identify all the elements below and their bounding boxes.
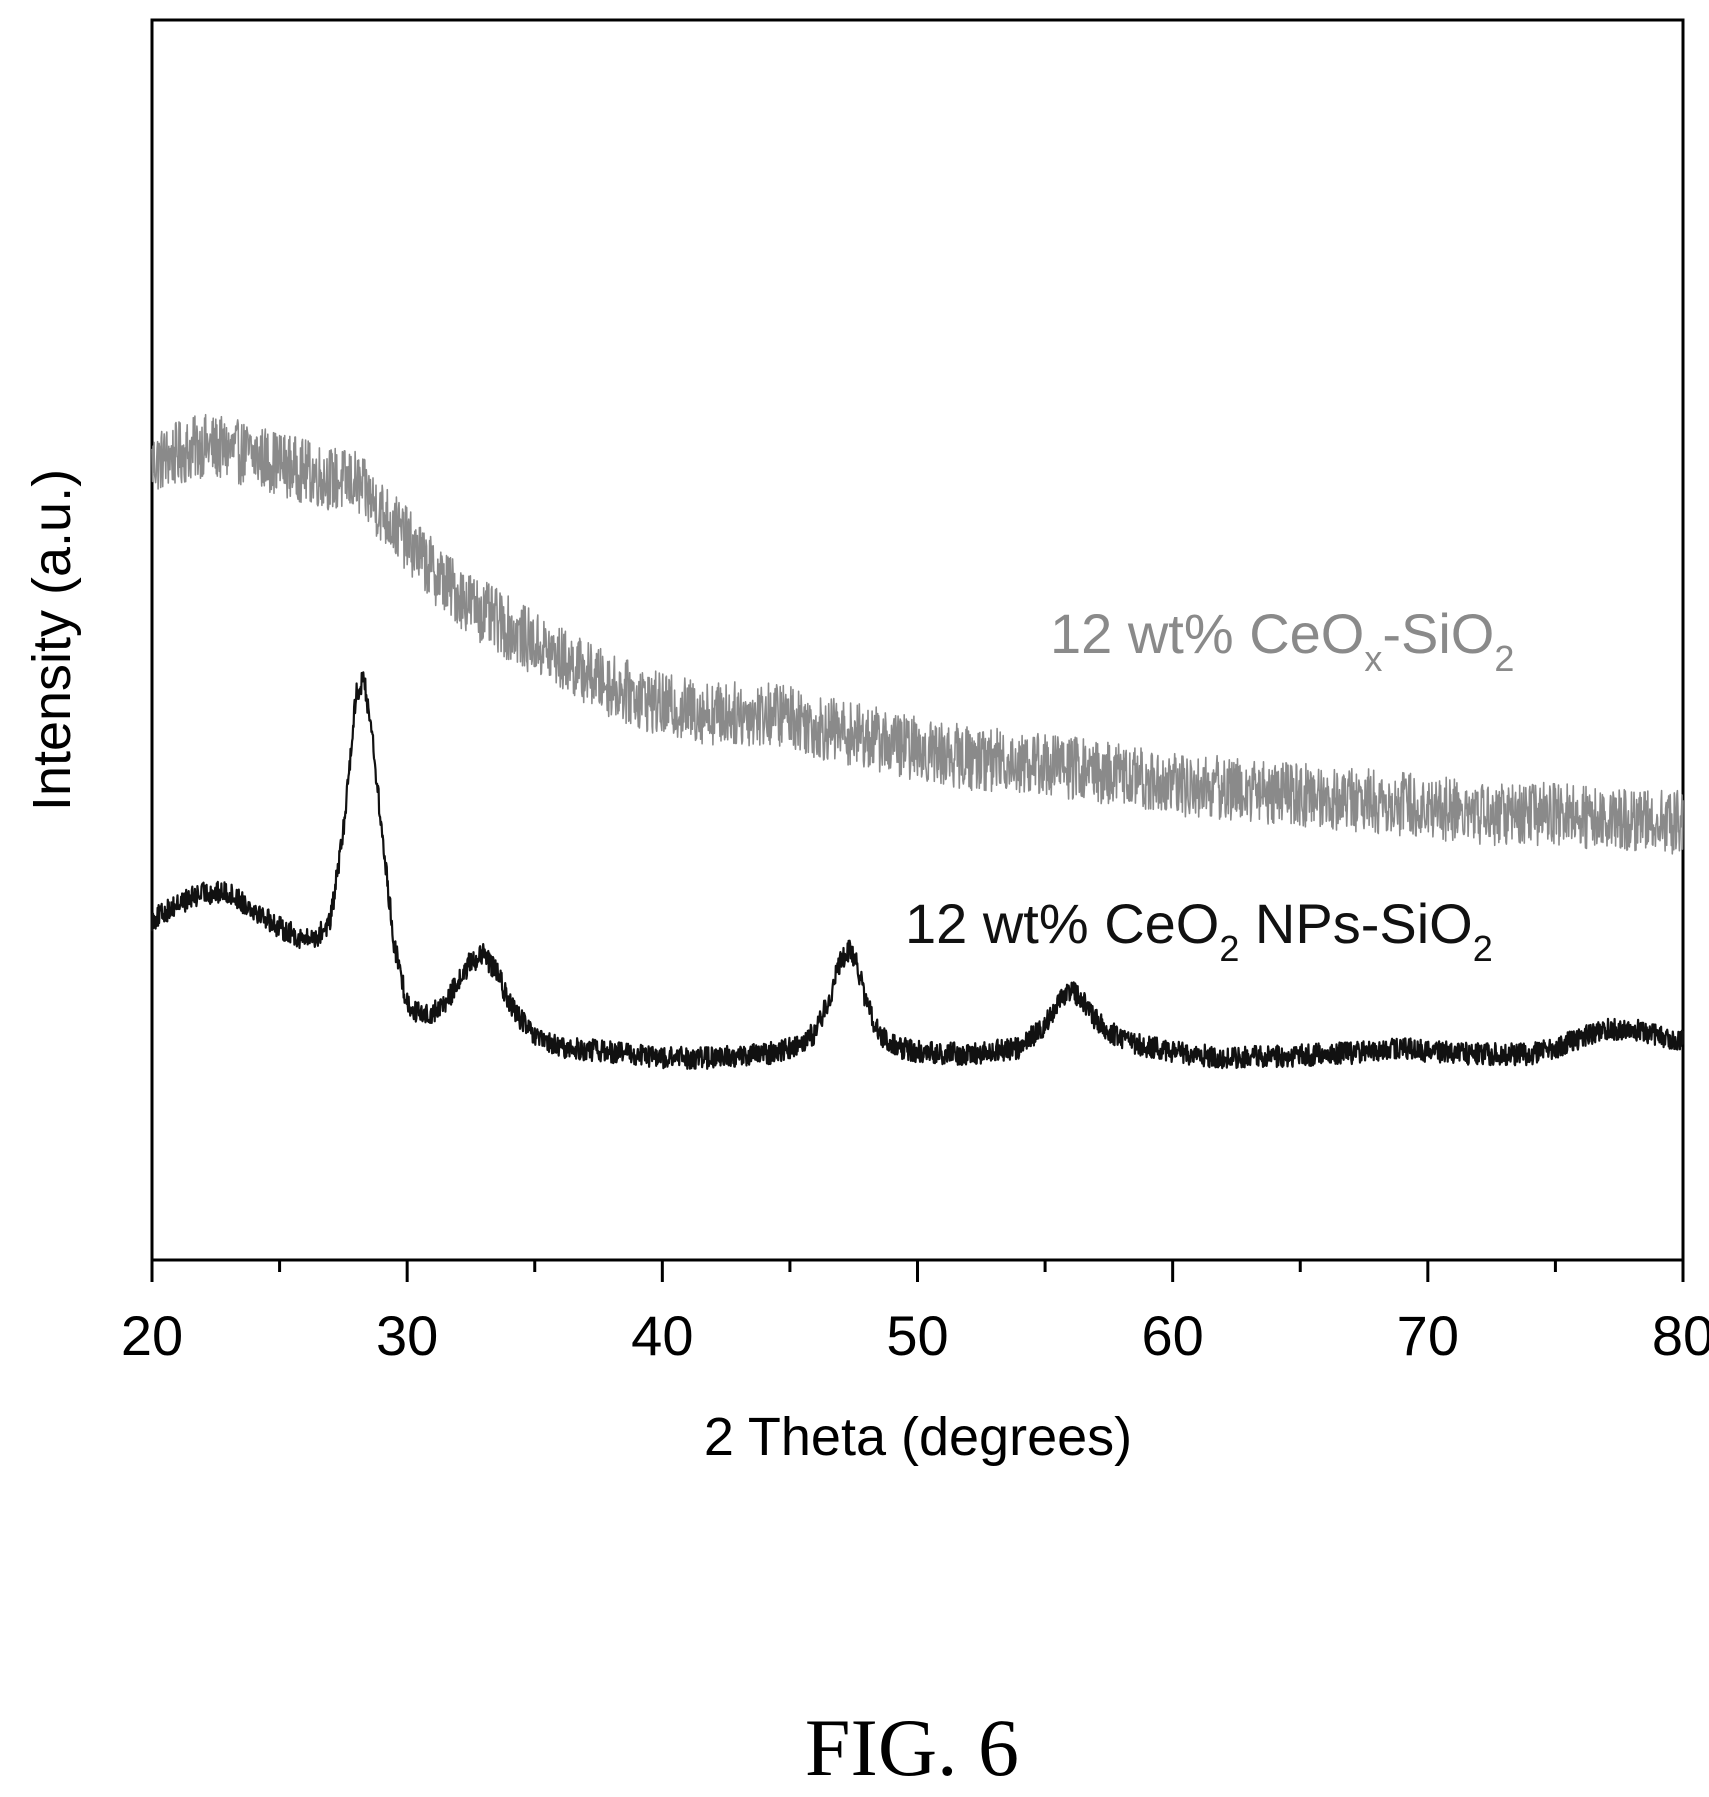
series-label-ceox-main: 12 wt% CeO	[1050, 602, 1364, 665]
x-tick-label-20: 20	[121, 1304, 183, 1367]
series-label-ceox-mid: -SiO	[1382, 602, 1494, 665]
x-tick-label-70: 70	[1397, 1304, 1459, 1367]
series-label-nps-sub2: 2	[1473, 928, 1493, 969]
x-axis-ticks	[150, 1260, 1685, 1282]
x-tick-label-50: 50	[886, 1304, 948, 1367]
x-axis-tick-labels: 20 30 40 50 60 70 80	[121, 1304, 1709, 1367]
figure-caption: FIG. 6	[805, 1702, 1019, 1793]
x-tick-label-60: 60	[1142, 1304, 1204, 1367]
series-label-nps-mid: NPs-SiO	[1239, 892, 1472, 955]
x-tick-label-40: 40	[631, 1304, 693, 1367]
series-label-nps-main: 12 wt% CeO	[905, 892, 1219, 955]
series-label-nps-sub1: 2	[1219, 928, 1239, 969]
series-label-ceo2-nps-sio2: 12 wt% CeO2 NPs-SiO2	[905, 892, 1493, 969]
series-line-1	[150, 671, 1685, 1070]
y-axis-title: Intensity (a.u.)	[22, 469, 82, 811]
series-layer	[150, 413, 1685, 1070]
series-label-ceox-sub2: 2	[1494, 638, 1514, 679]
x-tick-label-30: 30	[376, 1304, 438, 1367]
x-tick-label-80: 80	[1652, 1304, 1709, 1367]
series-label-ceox-sio2: 12 wt% CeOx-SiO2	[1050, 602, 1514, 679]
x-axis-title: 2 Theta (degrees)	[704, 1407, 1132, 1467]
series-line-0	[151, 413, 1684, 855]
series-label-ceox-sub1: x	[1364, 638, 1382, 679]
